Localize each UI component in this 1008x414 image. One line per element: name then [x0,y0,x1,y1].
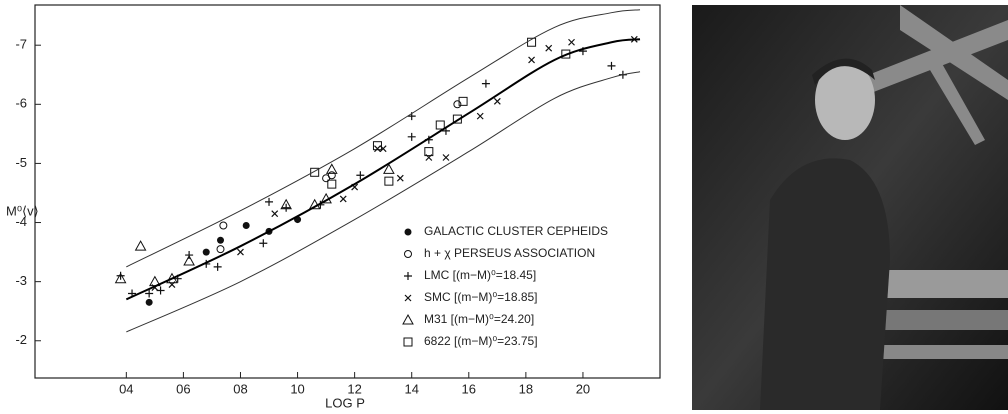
point [435,120,445,130]
point [607,61,616,70]
point [308,198,321,210]
point [481,79,490,88]
plot-frame [34,4,661,379]
legend-marker [402,313,414,325]
point [259,239,268,248]
point [145,298,153,306]
point [528,56,535,64]
fit-line [126,9,641,268]
point [237,248,244,256]
point [453,100,462,109]
legend-marker [404,228,412,236]
point [327,171,336,180]
photo [692,5,1008,410]
point [282,203,291,212]
point [383,163,395,174]
fit-line [126,71,641,333]
point [396,174,404,182]
point [213,262,222,271]
legend-label: 6822 [(m−M)⁰=23.75] [424,334,538,348]
y-axis-label: M⁰⟨v⟩ [6,203,39,218]
point [242,221,250,229]
point [568,38,575,46]
x-tick-label: 04 [119,381,133,396]
legend-label: h + χ PERSEUS ASSOCIATION [424,246,595,260]
legend: GALACTIC CLUSTER CEPHEIDS h + χ PERSEUS A… [402,224,608,348]
point [372,141,382,151]
x-tick-label: 18 [519,381,533,396]
legend-label: M31 [(m−M)⁰=24.20] [424,312,534,326]
legend-marker [404,272,412,280]
x-tick-label: 08 [233,381,247,396]
point [339,195,347,203]
point [216,245,225,254]
x-tick-label: 12 [347,381,361,396]
point [493,97,501,105]
point [219,221,228,230]
point [202,248,210,256]
point [114,272,127,284]
legend-label: GALACTIC CLUSTER CEPHEIDS [424,224,608,238]
point [325,163,338,174]
point [280,198,292,210]
legend-marker [403,337,413,347]
point [442,154,450,161]
legend-label: SMC [(m−M)⁰=18.85] [424,290,538,304]
point [327,179,337,189]
legend-label: LMC [(m−M)⁰=18.45] [424,268,536,282]
point [452,114,462,124]
y-tick-label: -4 [15,214,27,229]
y-tick-label: -3 [15,273,27,288]
point [183,254,195,266]
x-tick-label: 16 [462,381,476,396]
x-axis-label: LOG P [325,395,365,410]
point [134,240,147,251]
x-tick-label: 14 [404,381,418,396]
point [407,132,416,141]
point [356,171,365,180]
point [374,145,381,153]
point [545,44,553,52]
point [145,289,154,298]
point [265,197,274,206]
point [217,236,225,244]
y-tick-label: -7 [15,37,27,52]
y-tick-label: -5 [15,155,27,170]
y-tick-label: -6 [15,96,27,111]
point [458,96,468,106]
point [424,147,434,157]
legend-marker [404,250,412,258]
point [310,167,320,177]
legend-marker [404,294,412,302]
point [271,210,279,218]
fit-line [125,38,641,301]
point [476,112,484,120]
x-tick-label: 06 [176,381,190,396]
x-tick-label: 20 [576,381,590,396]
y-tick-label: -2 [15,332,27,347]
point [384,176,394,186]
x-tick-label: 10 [290,381,304,396]
